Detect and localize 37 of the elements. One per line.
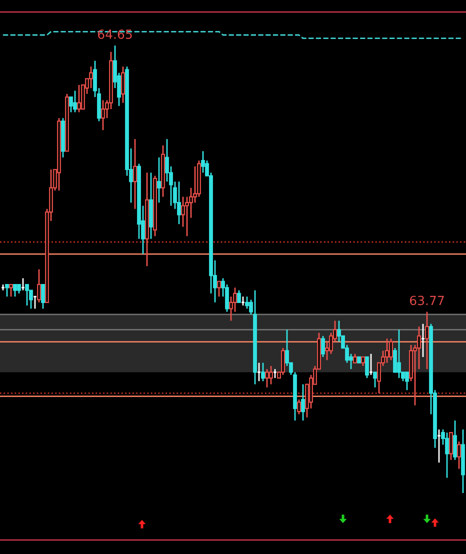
candlestick [269, 365, 273, 385]
candlestick [321, 335, 325, 358]
candlestick [89, 66, 93, 89]
candlestick [373, 372, 377, 388]
candlestick [101, 99, 105, 131]
candlestick [261, 362, 265, 382]
annotation: 63.77 [410, 296, 444, 306]
candlestick [237, 290, 241, 304]
candlestick [25, 284, 29, 306]
candlestick [297, 398, 301, 415]
candlestick [13, 284, 17, 298]
candlestick [425, 311, 429, 370]
candlestick [301, 384, 305, 422]
candlestick [445, 432, 449, 478]
candlestick [73, 90, 77, 113]
candlestick [5, 284, 9, 298]
candlestick [41, 284, 45, 310]
candlestick [9, 284, 13, 298]
candlestick [157, 156, 161, 204]
candlestick [201, 150, 205, 174]
candlestick [405, 372, 409, 391]
candlestick [121, 66, 125, 104]
candlestick [449, 432, 453, 461]
candlestick [37, 268, 41, 304]
candlestick [397, 329, 401, 379]
candlestick [453, 420, 457, 461]
candlestick [177, 180, 181, 225]
candlestick [265, 368, 269, 388]
candlestick [385, 338, 389, 364]
candlestick [365, 356, 369, 379]
candlestick [217, 280, 221, 298]
candlestick [77, 84, 81, 113]
candlestick [245, 296, 249, 310]
candlestick [457, 440, 461, 470]
candlestick [133, 138, 137, 210]
candlestick [389, 338, 393, 361]
candlestick [281, 347, 285, 376]
